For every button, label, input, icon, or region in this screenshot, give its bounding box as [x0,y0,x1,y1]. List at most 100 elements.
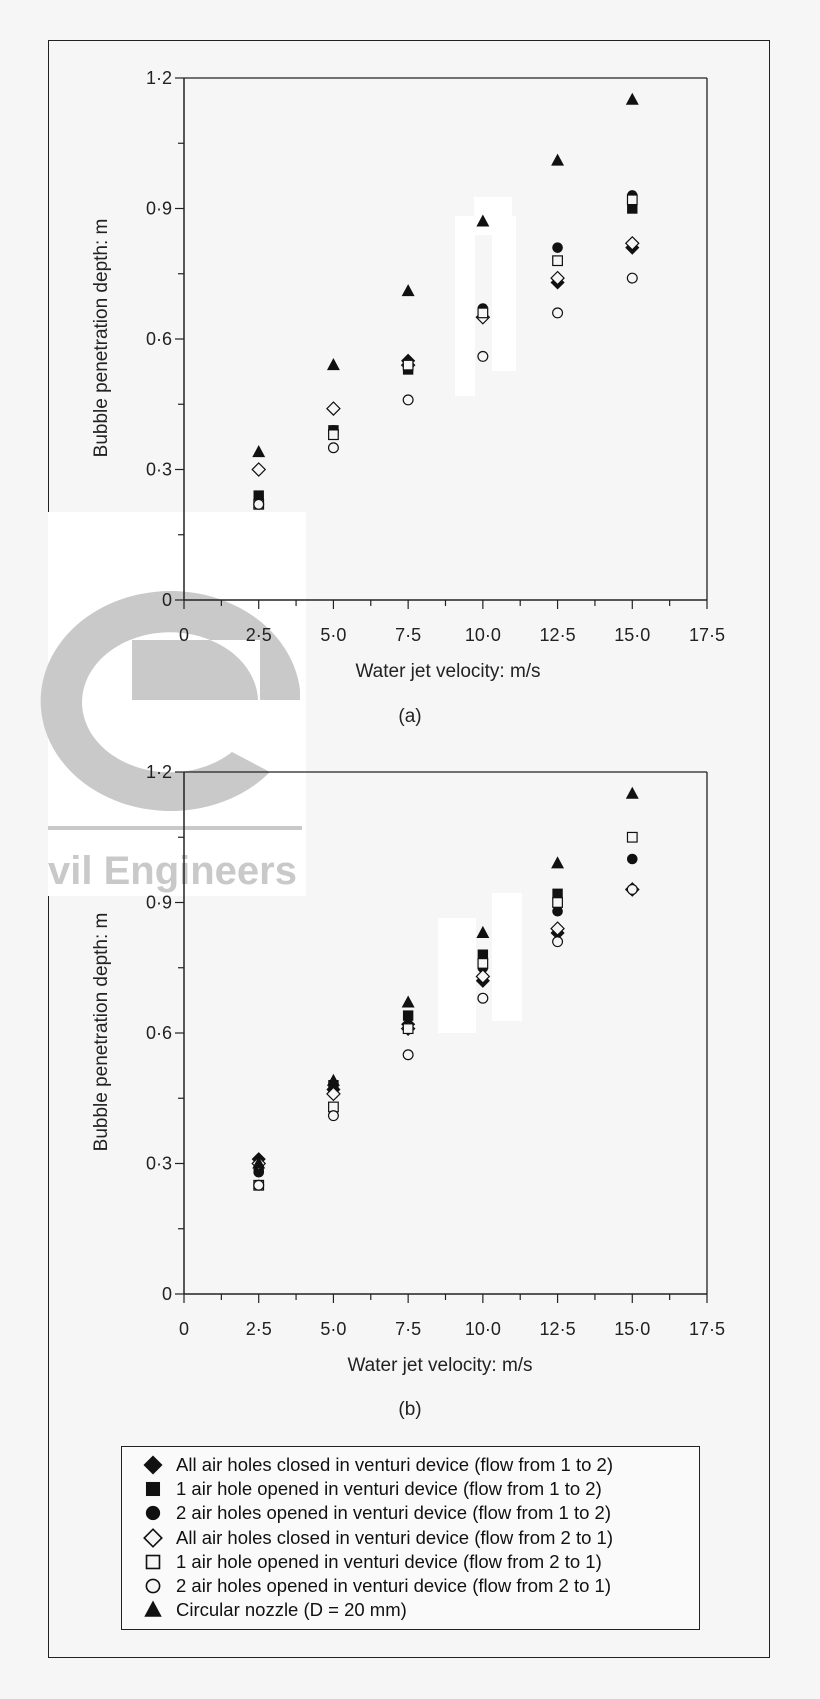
data-point-triangle-filled-b [401,995,415,1008]
x-tick-label-b: 7·5 [395,1319,421,1339]
data-point-diamond-open-a [251,462,267,477]
data-point-triangle-filled-b [476,925,490,938]
data-point-triangle-filled-a [401,284,415,297]
legend-item: 1 air hole opened in venturi device (flo… [142,1477,699,1501]
legend-label: All air holes closed in venturi device (… [176,1454,613,1476]
data-point-diamond-open-a [624,235,640,251]
data-point-circle-open-b [626,883,638,895]
data-point-square-open-b [477,958,489,969]
x-tick-label-a: 5·0 [320,625,346,645]
legend-label: 1 air hole opened in venturi device (flo… [176,1478,602,1500]
data-point-circle-open-b [402,1049,414,1061]
data-point-diamond-open-b [326,1086,341,1102]
data-point-square-open-b [402,1023,414,1035]
y-axis-label-b: Bubble penetration depth: m [91,913,112,1152]
data-point-square-open-b [626,831,638,843]
x-tick-label-b: 5·0 [320,1319,346,1339]
circle-filled-icon [145,1506,161,1521]
data-point-circle-open-a [626,272,638,284]
legend-item: All air holes closed in venturi device (… [142,1526,699,1550]
plot-area-b: 0 2·5 5·0 7·5 10·0 12·5 15·0 17·5 0 0·3 0·6 0·9 1·2 [146,762,725,1339]
x-tick-label-b: 2·5 [246,1319,272,1339]
y-tick-label-b: 0·3 [146,1154,172,1174]
x-tick-label-b: 10·0 [465,1319,501,1339]
diamond-filled-icon [143,1455,163,1475]
legend-label: Circular nozzle (D = 20 mm) [176,1599,407,1621]
data-point-square-open-a [402,359,414,371]
legend-item: All air holes closed in venturi device (… [142,1453,699,1477]
y-tick-label-b: 1·2 [146,762,172,782]
data-point-square-open-a [626,194,638,206]
white-patch-b [438,918,476,1033]
legend-marker-triangle-filled [144,1600,162,1617]
legend-label: 2 air holes opened in venturi device (fl… [176,1575,611,1597]
data-point-square-open-a [552,255,563,267]
chart-b: 0 2·5 5·0 7·5 10·0 12·5 15·0 17·500·30·60·91·2 … [91,762,725,1420]
x-tick-label-a: 12·5 [540,625,576,645]
legend-item: 1 air hole opened in venturi device (flo… [142,1550,699,1574]
y-tick-label-a: 0·3 [146,460,172,480]
x-tick-label-a: 10·0 [465,625,501,645]
data-point-square-open-b [552,897,563,908]
data-point-triangle-filled-b [326,1073,340,1086]
circle-open-icon [145,1578,161,1594]
data-point-square-open-a [477,307,489,319]
legend-item: 2 air holes opened in venturi device (fl… [142,1501,699,1525]
data-point-triangle-filled-a [326,358,340,371]
legend-label: 1 air hole opened in venturi device (flo… [176,1550,602,1572]
data-point-triangle-filled-b [625,786,639,799]
data-point-triangle-filled-a [551,153,565,166]
triangle-filled-icon [144,1600,162,1617]
data-point-circle-open-b [327,1110,339,1122]
y-axis-label-a: Bubble penetration depth: m [91,219,112,458]
white-patch-b [492,893,522,1021]
data-point-square-filled-b [402,1010,414,1021]
x-tick-label-a: 0 [179,625,189,645]
data-point-circle-open-a [552,307,564,319]
data-point-triangle-filled-b [252,1156,266,1169]
data-point-circle-open-a [402,394,414,406]
data-point-triangle-filled-b [551,856,565,869]
panel-label-b: (b) [398,1399,421,1420]
diamond-open-icon [143,1527,163,1548]
panel-label-a: (a) [398,706,421,727]
data-point-diamond-open-b [550,921,565,936]
data-point-diamond-open-a [550,270,565,286]
legend-marker-circle-filled [145,1506,161,1521]
x-tick-label-a: 15·0 [614,625,650,645]
data-point-circle-open-a [327,442,339,454]
data-point-triangle-filled-a [625,92,639,105]
x-tick-label-a: 2·5 [246,625,272,645]
legend-marker-circle-open [145,1578,161,1594]
data-point-circle-open-b [477,992,489,1004]
x-tick-label-b: 15·0 [614,1319,650,1339]
data-point-circle-open-b [253,1179,265,1191]
legend-label: 2 air holes opened in venturi device (fl… [176,1502,611,1524]
legend-label: All air holes closed in venturi device (… [176,1526,613,1548]
legend-item: 2 air holes opened in venturi device (fl… [142,1574,699,1598]
data-point-circle-open-a [477,350,489,362]
data-point-circle-filled-a [552,242,563,253]
x-tick-label-b: 12·5 [540,1319,576,1339]
legend-marker-square-filled [145,1482,161,1497]
y-tick-label-a: 0 [162,590,172,610]
x-axis-label-b: Water jet velocity: m/s [347,1355,532,1376]
square-filled-icon [145,1482,161,1497]
data-point-diamond-open-a [326,401,341,416]
legend-marker-square-open [145,1554,161,1570]
y-tick-label-b: 0·6 [146,1023,172,1043]
y-tick-label-a: 0·9 [146,199,172,219]
data-point-circle-filled-b [626,853,638,865]
y-tick-label-a: 0·6 [146,329,172,349]
data-point-circle-open-a [253,498,265,510]
data-point-triangle-filled-a [252,445,266,458]
x-tick-label-a: 7·5 [395,625,421,645]
data-point-circle-open-b [552,936,564,948]
chart-a: 0 2·5 5·0 7·5 10·0 12·5 15·0 17·500·30·60·91·2 … [91,68,725,727]
white-patch-a [455,216,475,396]
square-open-icon [145,1554,161,1570]
legend-marker-diamond-filled [143,1455,163,1475]
x-tick-label-b: 0 [179,1319,189,1339]
x-tick-label-b: 17·5 [689,1319,725,1339]
white-patch-a [492,216,516,371]
